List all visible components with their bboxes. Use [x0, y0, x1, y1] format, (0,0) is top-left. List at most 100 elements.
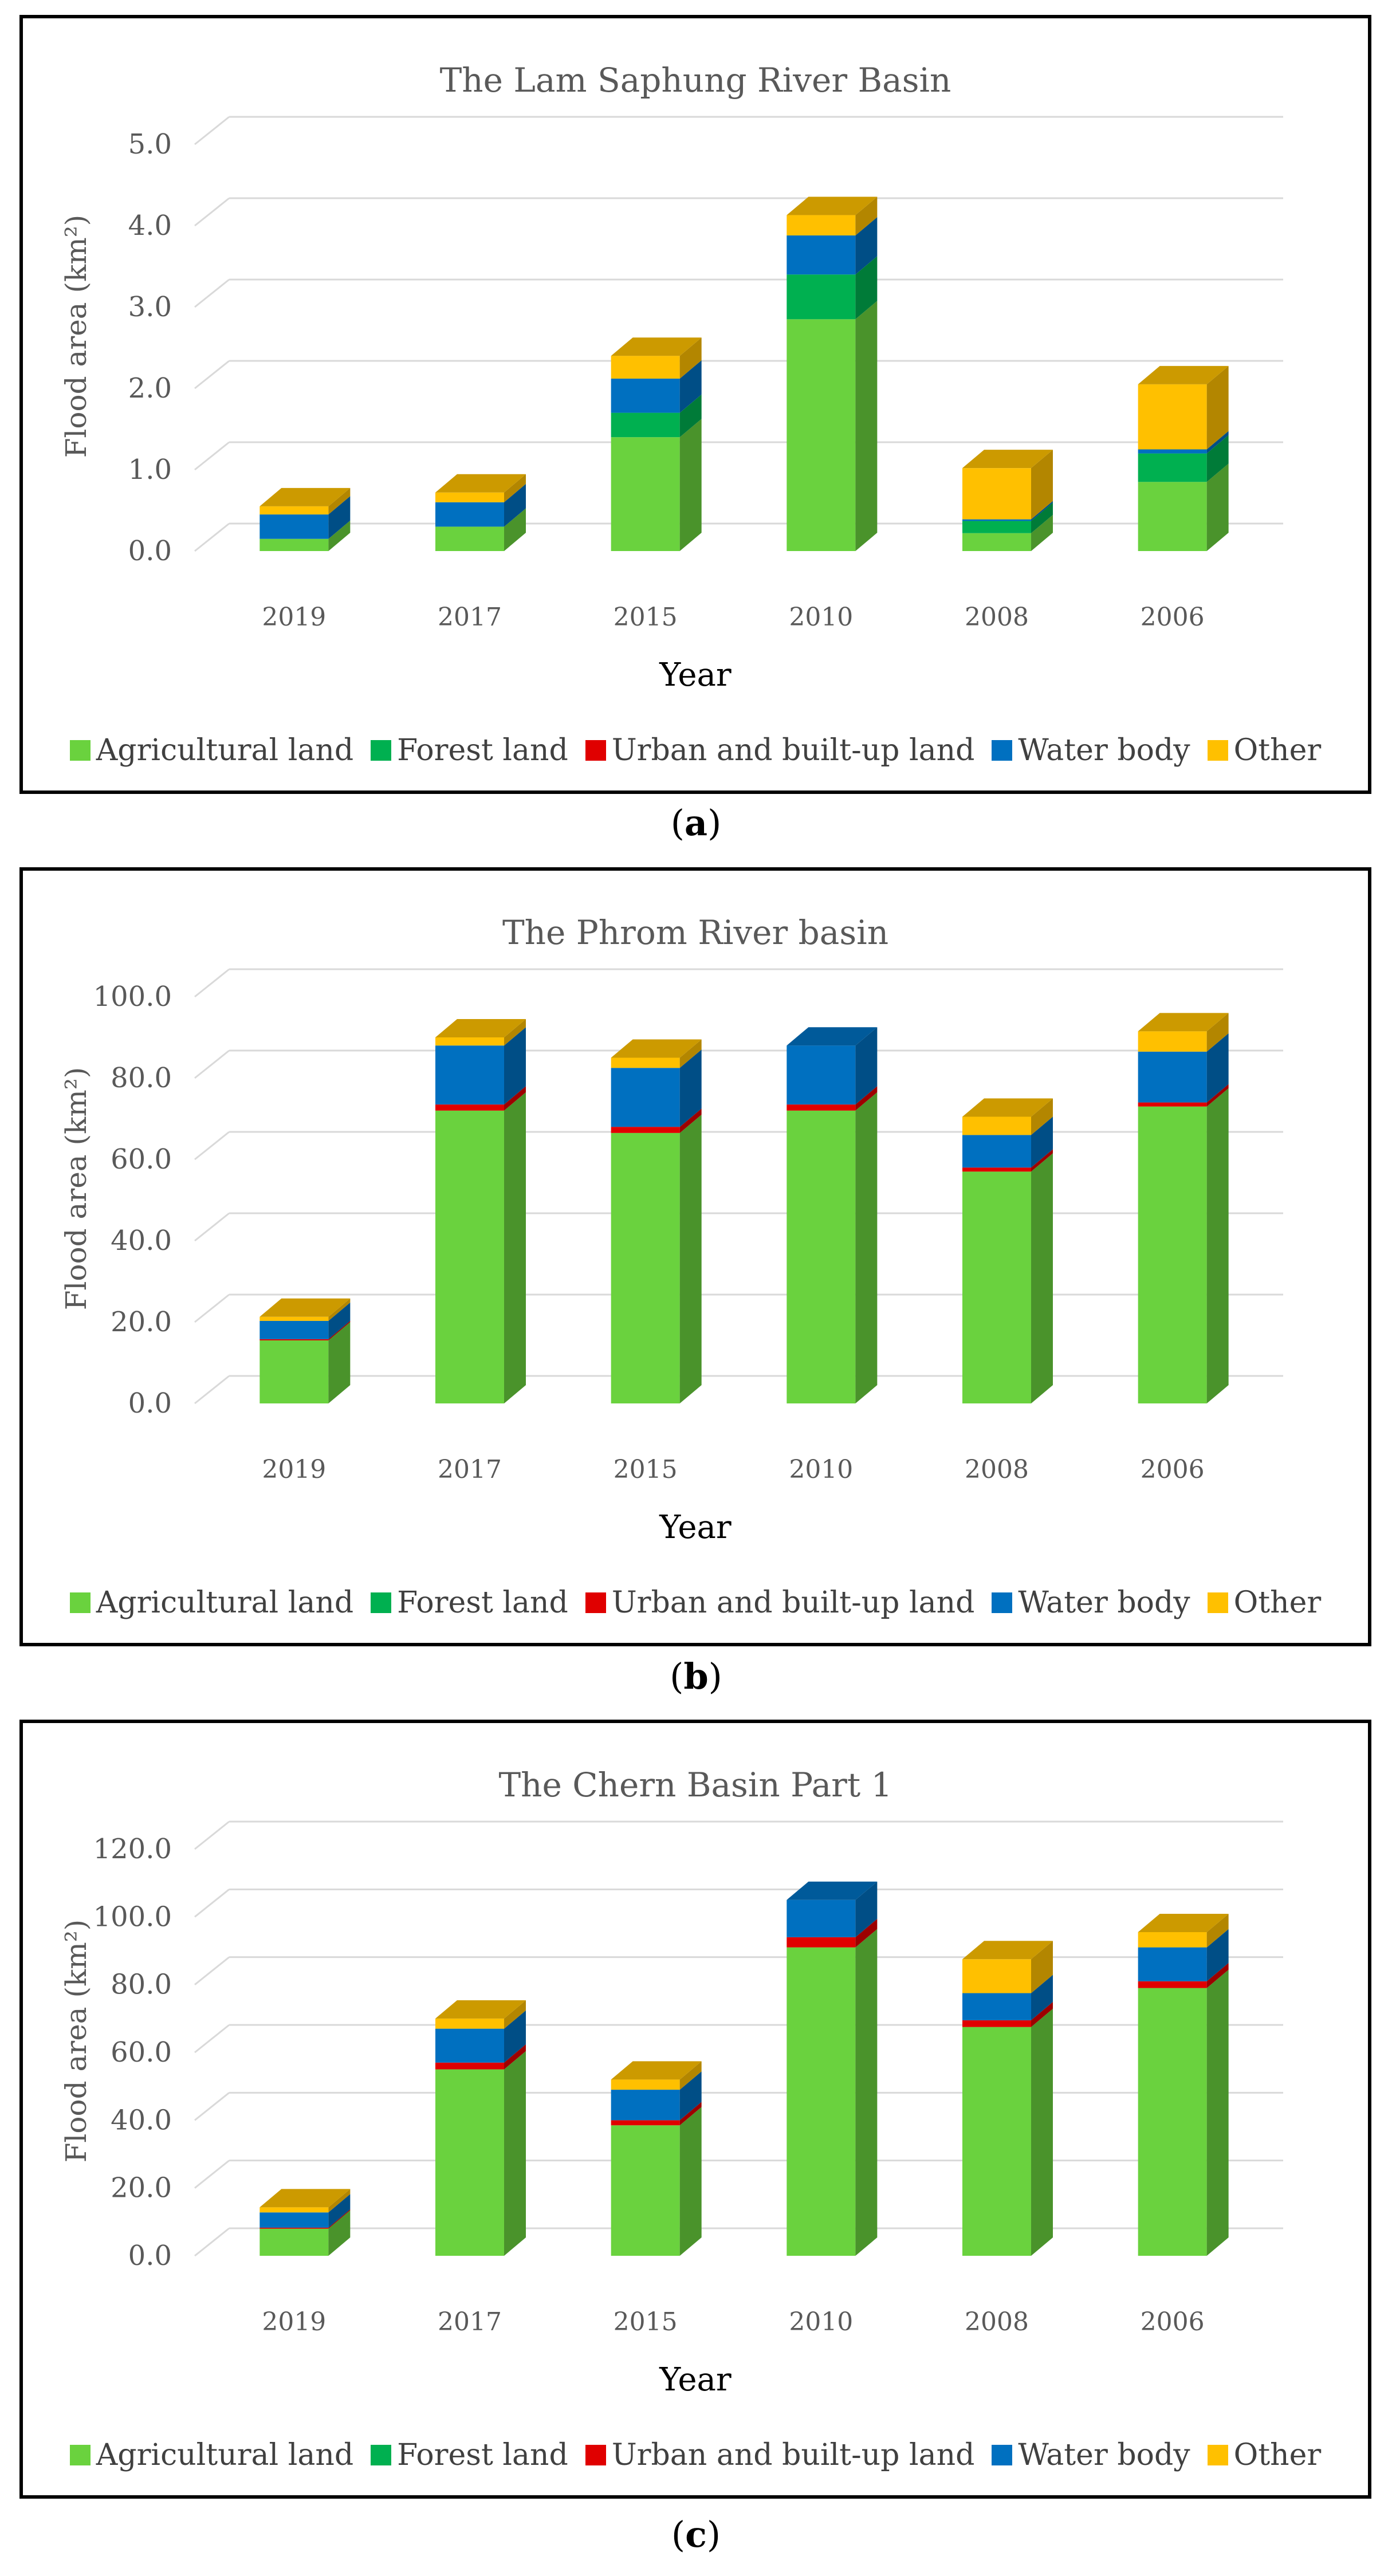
bar-water-body-2015	[611, 378, 680, 413]
legend-item-urban: Urban and built-up land	[585, 733, 975, 768]
chart-c-svg: The Chern Basin Part 1 0.0 20.0 40.0 60.0 80.…	[60, 1765, 1283, 2398]
bar-other-2006-side	[1206, 365, 1229, 450]
legend-label-other: Other	[1233, 733, 1322, 768]
bar-agricultural-land-2006	[1138, 1988, 1207, 2256]
bar-forest-land-2008-side	[1031, 502, 1053, 533]
legend-swatch-urban	[585, 2445, 606, 2465]
y-tick-label: 80.0	[111, 1969, 172, 2001]
gridline-diagonal	[194, 360, 230, 390]
bar-other-2015	[611, 356, 680, 379]
bar-other-2017	[435, 2018, 504, 2029]
legend-item-agricultural: Agricultural land	[69, 2438, 353, 2472]
caption-b: (b)	[670, 1655, 722, 1697]
chart-title: The Lam Saphung River Basin	[440, 61, 951, 100]
bar-water-body-2008-side	[1031, 1116, 1053, 1168]
chart-a-svg: The Lam Saphung River Basin 0.0 1.0 2.0 3.0 4…	[60, 61, 1283, 694]
bar-agricultural-land-2017	[435, 1110, 504, 1403]
caption-a: (a)	[670, 802, 722, 844]
bar-agricultural-land-2015-side	[679, 1114, 702, 1403]
gridline-diagonal	[194, 1820, 230, 1850]
legend-swatch-water	[992, 2445, 1013, 2465]
legend-item-water: Water body	[992, 2438, 1190, 2472]
y-tick-label: 60.0	[111, 2036, 172, 2068]
legend-swatch-water	[992, 740, 1013, 761]
x-tick-label: 2015	[614, 2307, 678, 2337]
bar-agricultural-land-2015-side	[679, 419, 702, 551]
bar-top-2019	[259, 1298, 351, 1317]
bar-agricultural-land-2017-side	[504, 1092, 526, 1403]
chart-panel-a: The Lam Saphung River Basin 0.0 1.0 2.0 3.0 4…	[19, 15, 1371, 794]
bar-other-2008	[962, 1116, 1031, 1135]
gridline-diagonal	[194, 522, 230, 552]
chart-title: The Phrom River basin	[502, 913, 888, 952]
bar-other-2008-side	[1031, 450, 1053, 520]
bar-other-2015	[611, 2079, 680, 2090]
gridline-diagonal	[194, 197, 230, 227]
bar-agricultural-land-2015	[611, 2125, 680, 2256]
x-tick-label: 2010	[789, 2307, 853, 2337]
bar-agricultural-land-2017	[435, 2069, 504, 2256]
x-tick-label: 2015	[614, 1455, 678, 1484]
caption-letter-a: a	[684, 802, 708, 844]
legend-label-water: Water body	[1018, 733, 1190, 768]
gridline-diagonal	[194, 116, 230, 145]
bar-urban-and-built-up-land-2017	[435, 2062, 504, 2070]
bar-water-body-2010-side	[855, 1027, 878, 1105]
bar-water-body-2006	[1138, 1947, 1207, 1981]
legend-swatch-agricultural	[69, 2445, 91, 2465]
bar-agricultural-land-2017	[435, 526, 504, 551]
bar-urban-and-built-up-land-2010-side	[855, 1086, 878, 1111]
bar-other-2006	[1138, 1932, 1207, 1948]
bar-other-2015-side	[679, 2061, 702, 2090]
bar-urban-and-built-up-land-2006-side	[1206, 1963, 1229, 1988]
gridline-diagonal	[194, 2160, 230, 2189]
bar-water-body-2010	[787, 1899, 856, 1937]
bar-agricultural-land-2008-side	[1031, 2008, 1053, 2256]
gridline-diagonal	[194, 441, 230, 471]
legend-label-agricultural: Agricultural land	[96, 1586, 354, 1620]
bar-other-2017-side	[504, 2000, 526, 2029]
bar-urban-and-built-up-land-2019	[259, 1339, 329, 1340]
y-axis-label: Flood area (km²)	[60, 215, 93, 458]
y-tick-label: 20.0	[111, 1306, 172, 1338]
legend-swatch-forest	[371, 2445, 392, 2465]
gridline-diagonal	[194, 1212, 230, 1242]
legend-label-urban: Urban and built-up land	[611, 733, 975, 768]
legend-label-other: Other	[1233, 1586, 1322, 1620]
bar-water-body-2017	[435, 1045, 504, 1105]
legend-item-agricultural: Agricultural land	[69, 733, 353, 768]
bar-urban-and-built-up-land-2006-side	[1206, 1084, 1229, 1107]
y-axis-label: Flood area (km²)	[60, 1067, 93, 1311]
y-tick-label: 1.0	[128, 454, 172, 486]
caption-c: (c)	[671, 2514, 721, 2555]
bar-forest-land-2015	[611, 412, 680, 438]
bar-other-2006-side	[1206, 1913, 1229, 1948]
legend-swatch-urban	[585, 1592, 606, 1613]
bar-top-2019	[259, 487, 351, 506]
gridline-diagonal	[194, 2227, 230, 2257]
x-axis-label: Year	[659, 2361, 732, 2398]
bar-other-2017-side	[504, 1019, 526, 1046]
y-tick-label: 80.0	[111, 1062, 172, 1094]
bar-urban-and-built-up-land-2008	[962, 2020, 1031, 2027]
chart-panel-b: The Phrom River basin 0.0 20.0 40.0 60.0 80.0…	[19, 867, 1371, 1646]
bar-water-body-2017	[435, 2028, 504, 2063]
bar-urban-and-built-up-land-2017	[435, 1104, 504, 1111]
bar-other-2006	[1138, 384, 1207, 450]
legend-swatch-agricultural	[69, 1592, 91, 1613]
y-tick-label: 120.0	[93, 1833, 172, 1865]
bar-urban-and-built-up-land-2017-side	[504, 1086, 526, 1111]
x-tick-label: 2006	[1141, 1455, 1205, 1484]
legend-swatch-forest	[371, 1592, 392, 1613]
caption-letter-b: b	[683, 1655, 709, 1697]
bar-urban-and-built-up-land-2008-side	[1031, 2001, 1053, 2027]
x-tick-label: 2010	[789, 603, 853, 632]
bar-agricultural-land-2010	[787, 319, 856, 551]
y-tick-label: 100.0	[93, 981, 172, 1013]
bar-agricultural-land-2010-side	[855, 301, 878, 551]
bar-top-2017	[435, 1019, 526, 1037]
bar-urban-and-built-up-land-2019-side	[328, 2209, 351, 2229]
bar-other-2006-side	[1206, 1013, 1229, 1052]
legend-swatch-other	[1207, 1592, 1228, 1613]
legend-item-urban: Urban and built-up land	[585, 2438, 974, 2472]
